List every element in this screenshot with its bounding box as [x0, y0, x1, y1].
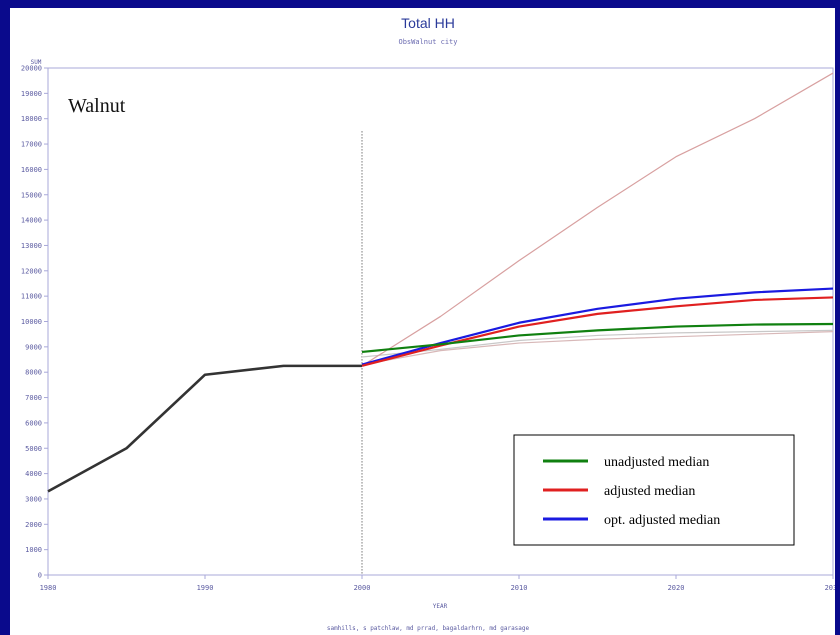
y-tick-label: 2000: [25, 521, 42, 529]
historical-line: [47, 364, 362, 493]
y-tick-label: 13000: [21, 242, 42, 250]
series-line-adjusted-median: [361, 296, 834, 367]
y-tick-label: 11000: [21, 293, 42, 301]
y-tick-label: 18000: [21, 115, 42, 123]
chart-title: Total HH: [401, 15, 455, 31]
chart-subtitle: ObsWalnut city: [398, 38, 457, 46]
scenario-line: [361, 329, 834, 358]
y-tick-label: 8000: [25, 369, 42, 377]
y-tick-label: 16000: [21, 166, 42, 174]
x-tick-label: 1980: [40, 584, 57, 592]
legend-label: opt. adjusted median: [604, 513, 720, 528]
y-tick-label: 19000: [21, 90, 42, 98]
y-tick-label: 15000: [21, 191, 42, 199]
series-line-unadjusted-median: [361, 322, 834, 354]
legend: unadjusted median adjusted median opt. adj…: [513, 434, 795, 546]
y-tick-label: 9000: [25, 343, 42, 351]
legend-label: unadjusted median: [604, 455, 709, 470]
legend-entries: unadjusted median adjusted median opt. adj…: [543, 455, 720, 528]
x-tick-label: 2000: [354, 584, 371, 592]
y-axis-ticks: 0 1000 2000 3000 4000 5000 6000 7000 8000 9000 100…: [21, 65, 48, 580]
y-tick-label: 20000: [21, 65, 42, 73]
y-tick-label: 1000: [25, 546, 42, 554]
y-tick-label: 17000: [21, 141, 42, 149]
footnote: samhills, s patchlaw, md prrad, bagaldar…: [327, 625, 530, 632]
y-tick-label: 12000: [21, 267, 42, 275]
y-unit-label: SUM: [31, 59, 42, 66]
place-label: Walnut: [68, 95, 126, 117]
series-line-opt-adjusted-median: [361, 287, 834, 366]
series-layer: [47, 72, 834, 493]
slide-frame: Total HH ObsWalnut city SUM 0 1000 2000 300…: [10, 8, 835, 635]
y-tick-label: 5000: [25, 445, 42, 453]
legend-label: adjusted median: [604, 484, 695, 499]
x-tick-label: 2030: [825, 584, 835, 592]
y-tick-label: 3000: [25, 495, 42, 503]
y-tick-label: 10000: [21, 318, 42, 326]
scenario-line: [361, 331, 834, 366]
x-axis-label: YEAR: [433, 603, 448, 610]
x-tick-label: 1990: [197, 584, 214, 592]
x-tick-label: 2010: [511, 584, 528, 592]
y-tick-label: 4000: [25, 470, 42, 478]
chart-svg: Total HH ObsWalnut city SUM 0 1000 2000 300…: [21, 15, 835, 632]
x-axis-ticks: 1980 1990 2000 2010 2020 2030: [40, 575, 835, 592]
x-tick-label: 2020: [668, 584, 685, 592]
y-tick-label: 7000: [25, 394, 42, 402]
y-tick-label: 14000: [21, 217, 42, 225]
y-tick-label: 6000: [25, 419, 42, 427]
y-tick-label: 0: [38, 572, 42, 580]
scenario-line: [361, 72, 834, 367]
